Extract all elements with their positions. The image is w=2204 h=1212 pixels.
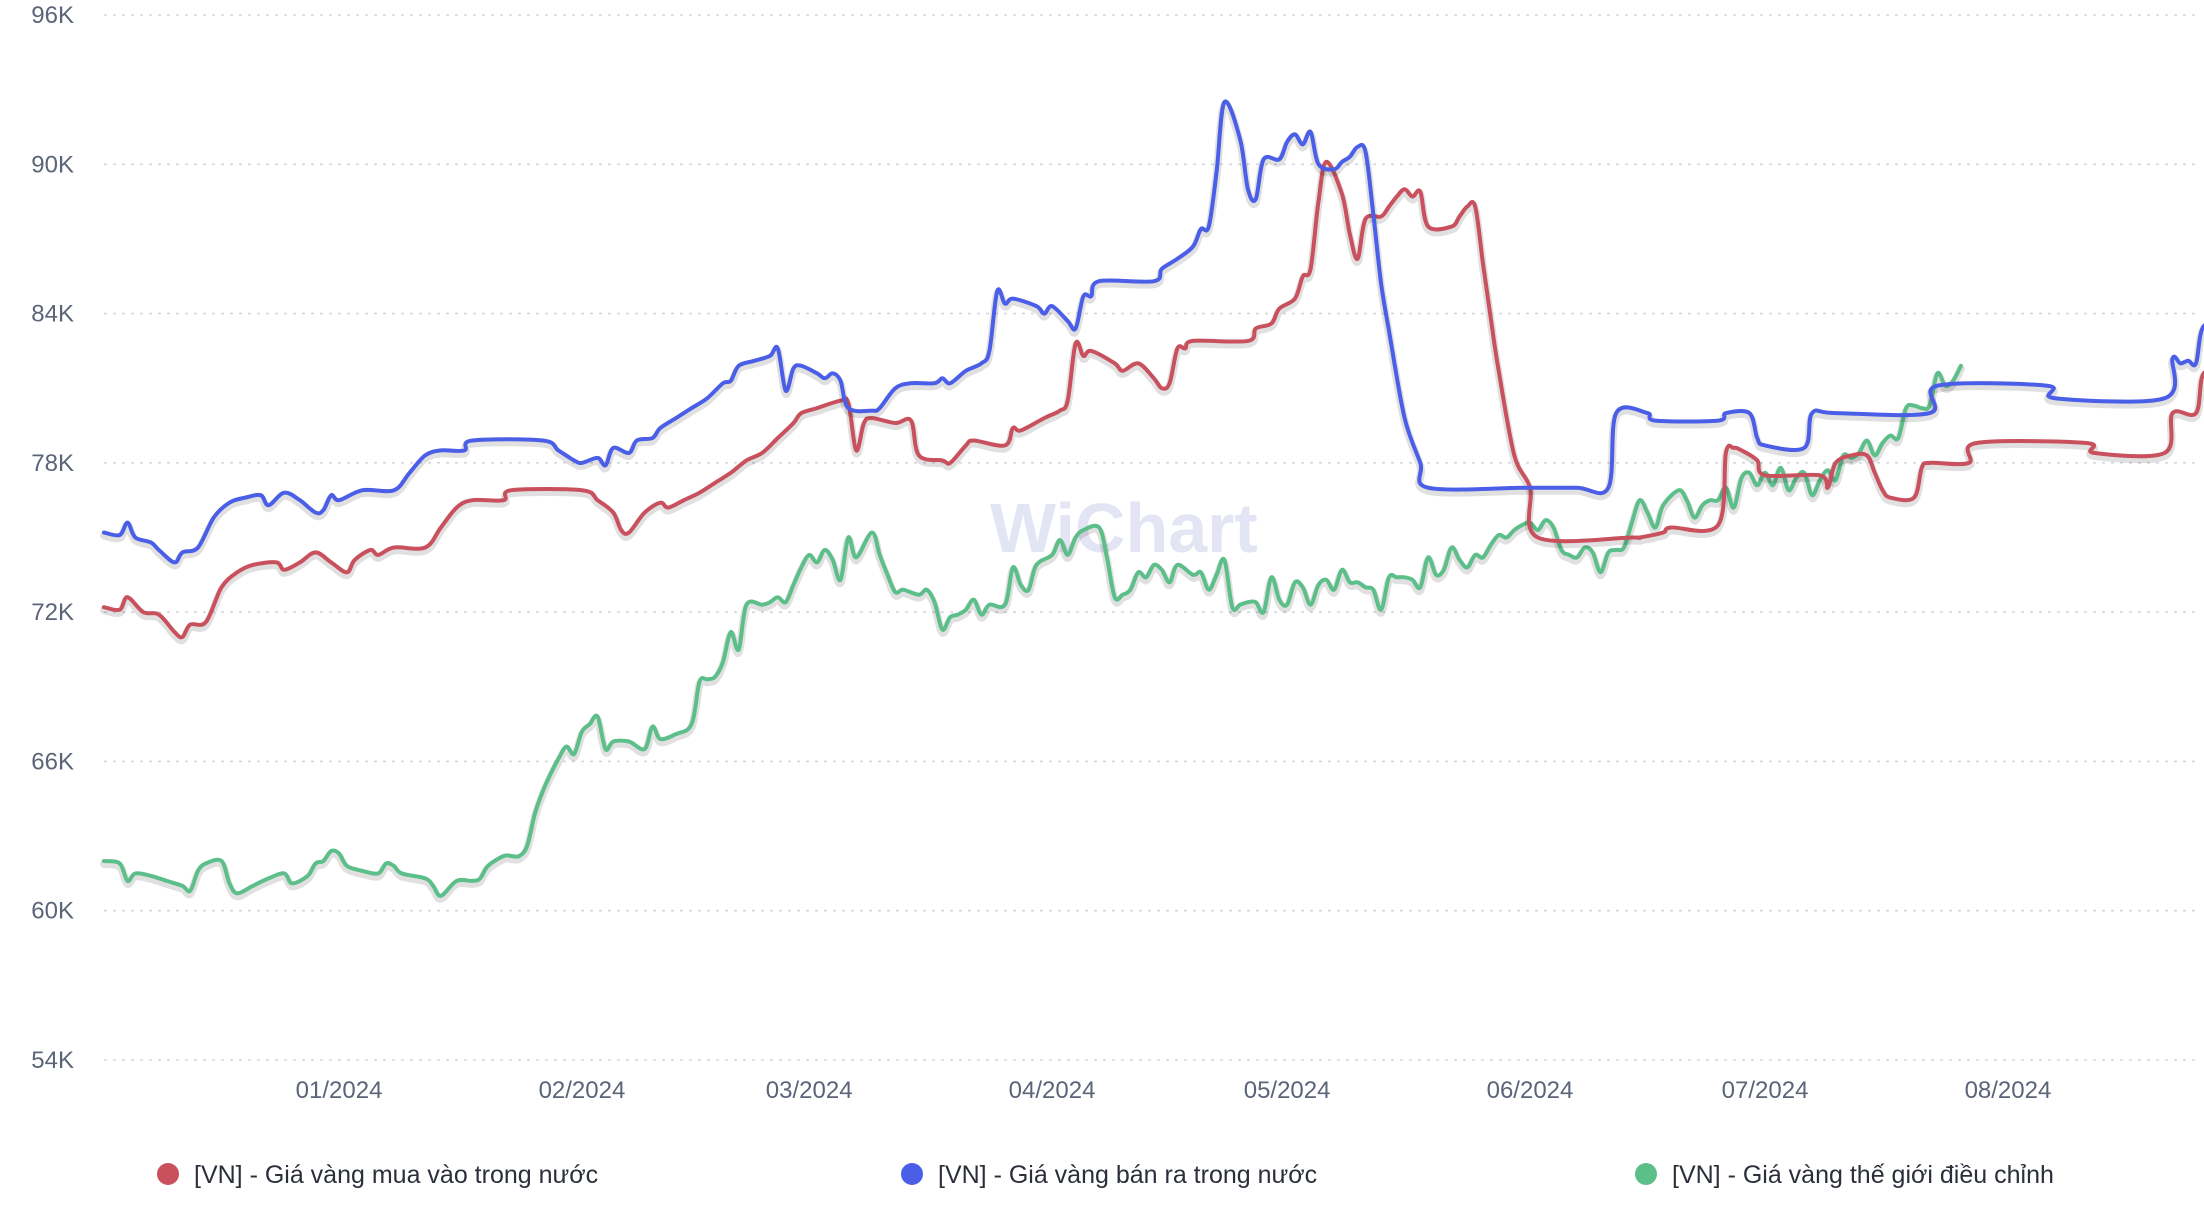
legend-label: [VN] - Giá vàng thế giới điều chỉnh	[1672, 1161, 2054, 1189]
series-line-world-adjusted	[100, 363, 1965, 903]
legend-item[interactable]: [VN] - Giá vàng mua vào trong nước	[157, 1161, 598, 1189]
y-tick-label: 66K	[31, 748, 74, 775]
x-tick-label: 08/2024	[1965, 1077, 2052, 1104]
legend: [VN] - Giá vàng mua vào trong nước [VN] -…	[157, 1161, 2054, 1189]
watermark-text: WiChart	[990, 489, 1258, 567]
series-line-domestic-sell	[100, 99, 2204, 570]
legend-label: [VN] - Giá vàng mua vào trong nước	[194, 1161, 598, 1189]
series-line-domestic-buy	[100, 159, 2204, 645]
y-tick-label: 54K	[31, 1047, 74, 1074]
y-tick-label: 72K	[31, 599, 74, 626]
x-axis-ticks: 01/2024 02/2024 03/2024 04/2024 05/2024 06/20…	[296, 1077, 2052, 1104]
y-tick-label: 60K	[31, 898, 74, 925]
legend-item[interactable]: [VN] - Giá vàng thế giới điều chỉnh	[1635, 1161, 2054, 1189]
series-line-domestic-sell-path	[102, 99, 2204, 565]
series-lines	[100, 99, 2204, 903]
x-tick-label: 03/2024	[766, 1077, 853, 1104]
series-line-world-adjusted-shadow	[100, 364, 1965, 903]
watermark: WiChart	[990, 489, 1258, 567]
legend-item[interactable]: [VN] - Giá vàng bán ra trong nước	[901, 1161, 1317, 1189]
legend-label: [VN] - Giá vàng bán ra trong nước	[938, 1161, 1317, 1189]
y-tick-label: 96K	[31, 2, 74, 29]
y-tick-label: 84K	[31, 301, 74, 328]
series-line-domestic-buy-path	[102, 159, 2204, 640]
y-tick-label: 78K	[31, 450, 74, 477]
x-tick-label: 07/2024	[1722, 1077, 1809, 1104]
series-line-world-adjusted-path	[102, 363, 1963, 898]
legend-marker	[1635, 1163, 1657, 1185]
x-tick-label: 04/2024	[1009, 1077, 1096, 1104]
x-tick-label: 06/2024	[1487, 1077, 1574, 1104]
legend-marker	[157, 1163, 179, 1185]
legend-marker	[901, 1163, 923, 1185]
x-tick-label: 02/2024	[539, 1077, 626, 1104]
x-tick-label: 01/2024	[296, 1077, 383, 1104]
gridlines	[104, 14, 2196, 1061]
y-tick-label: 90K	[31, 151, 74, 178]
x-tick-label: 05/2024	[1244, 1077, 1331, 1104]
y-axis-ticks: 54K 60K 66K 72K 78K 84K 90K 96K	[31, 2, 74, 1074]
